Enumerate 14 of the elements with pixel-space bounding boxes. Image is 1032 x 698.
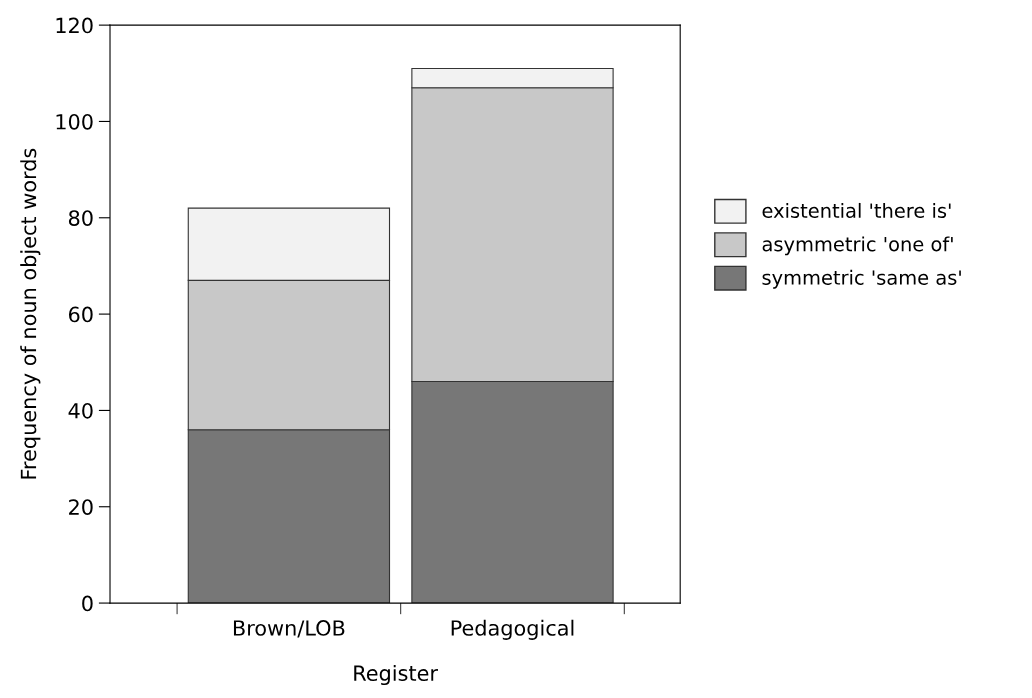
y-tick-label: 120 [56,17,93,34]
y-tick-label: 20 [69,499,93,515]
legend-label: symmetric 'same as' [762,269,961,289]
y-tick-label: 40 [68,402,93,419]
x-axis-title: Register [354,664,438,686]
legend-label: asymmetric 'one of' [762,236,953,256]
x-tick-label: Brown/LOB [233,620,345,638]
y-tick-label: 100 [56,113,93,130]
legend-label: existential 'there is' [762,202,951,218]
y-tick-label: 60 [68,306,93,323]
y-axis-title: Frequency of noun object words [20,148,41,479]
y-tick-label: 80 [68,210,93,226]
y-tick-label: 0 [82,595,93,612]
x-tick-label: Pedagogical [451,619,574,640]
